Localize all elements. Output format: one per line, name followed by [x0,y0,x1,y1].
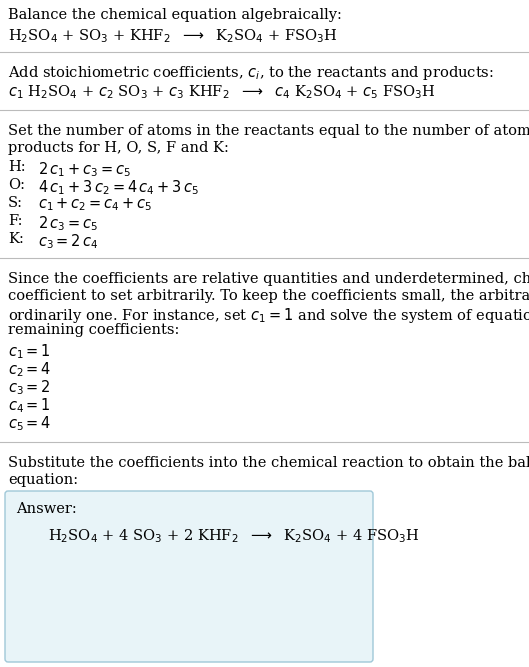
Text: S:: S: [8,196,23,210]
Text: ordinarily one. For instance, set $c_1 = 1$ and solve the system of equations fo: ordinarily one. For instance, set $c_1 =… [8,306,529,325]
Text: $c_3 = 2\,c_4$: $c_3 = 2\,c_4$ [38,232,98,251]
Text: Answer:: Answer: [16,502,77,516]
Text: Since the coefficients are relative quantities and underdetermined, choose a: Since the coefficients are relative quan… [8,272,529,286]
Text: H:: H: [8,160,25,174]
Text: H$_2$SO$_4$ + SO$_3$ + KHF$_2$  $\longrightarrow$  K$_2$SO$_4$ + FSO$_3$H: H$_2$SO$_4$ + SO$_3$ + KHF$_2$ $\longrig… [8,27,338,45]
Text: products for H, O, S, F and K:: products for H, O, S, F and K: [8,141,229,155]
Text: F:: F: [8,214,23,228]
Text: equation:: equation: [8,473,78,487]
Text: Set the number of atoms in the reactants equal to the number of atoms in the: Set the number of atoms in the reactants… [8,124,529,138]
Text: $c_5 = 4$: $c_5 = 4$ [8,414,51,433]
Text: $c_2 = 4$: $c_2 = 4$ [8,360,51,379]
FancyBboxPatch shape [5,491,373,662]
Text: Substitute the coefficients into the chemical reaction to obtain the balanced: Substitute the coefficients into the che… [8,456,529,470]
Text: $2\,c_1 + c_3 = c_5$: $2\,c_1 + c_3 = c_5$ [38,160,131,179]
Text: K:: K: [8,232,24,246]
Text: coefficient to set arbitrarily. To keep the coefficients small, the arbitrary va: coefficient to set arbitrarily. To keep … [8,289,529,303]
Text: $c_1$ H$_2$SO$_4$ + $c_2$ SO$_3$ + $c_3$ KHF$_2$  $\longrightarrow$  $c_4$ K$_2$: $c_1$ H$_2$SO$_4$ + $c_2$ SO$_3$ + $c_3$… [8,83,436,101]
Text: $4\,c_1 + 3\,c_2 = 4\,c_4 + 3\,c_5$: $4\,c_1 + 3\,c_2 = 4\,c_4 + 3\,c_5$ [38,178,199,197]
Text: $c_1 = 1$: $c_1 = 1$ [8,342,51,361]
Text: remaining coefficients:: remaining coefficients: [8,323,179,337]
Text: H$_2$SO$_4$ + 4 SO$_3$ + 2 KHF$_2$  $\longrightarrow$  K$_2$SO$_4$ + 4 FSO$_3$H: H$_2$SO$_4$ + 4 SO$_3$ + 2 KHF$_2$ $\lon… [48,527,419,545]
Text: $c_3 = 2$: $c_3 = 2$ [8,378,51,397]
Text: O:: O: [8,178,25,192]
Text: Balance the chemical equation algebraically:: Balance the chemical equation algebraica… [8,8,342,22]
Text: Add stoichiometric coefficients, $c_i$, to the reactants and products:: Add stoichiometric coefficients, $c_i$, … [8,64,494,82]
Text: $2\,c_3 = c_5$: $2\,c_3 = c_5$ [38,214,98,233]
Text: $c_1 + c_2 = c_4 + c_5$: $c_1 + c_2 = c_4 + c_5$ [38,196,152,213]
Text: $c_4 = 1$: $c_4 = 1$ [8,396,51,415]
